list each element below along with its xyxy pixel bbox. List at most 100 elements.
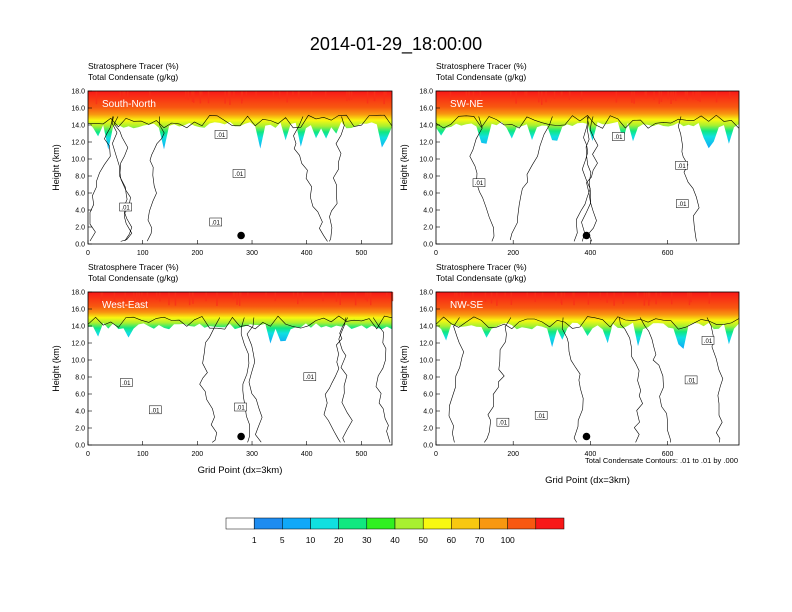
panel-title-tracer: Stratosphere Tracer (%)	[436, 61, 527, 71]
tracer-streak	[555, 292, 557, 300]
colorbar-label: 30	[362, 535, 372, 545]
tracer-streak	[671, 292, 673, 305]
tracer-streak	[479, 91, 482, 101]
contour-label-box	[234, 402, 247, 412]
tracer-streak	[580, 91, 583, 101]
tracer-streak	[187, 91, 189, 100]
tracer-streak	[496, 292, 498, 306]
tracer-streak	[685, 91, 687, 96]
tracer-streak	[286, 91, 288, 103]
tracer-streak	[122, 91, 124, 100]
contour-line	[199, 317, 221, 443]
x-tick-label: 400	[585, 451, 597, 458]
tracer-streak	[660, 91, 663, 102]
tracer-streak	[462, 292, 465, 300]
tracer-streak	[364, 292, 367, 300]
contour-line	[619, 317, 643, 443]
tracer-streak	[138, 292, 140, 304]
tracer-streak	[133, 292, 135, 304]
x-tick-label: 200	[507, 451, 519, 458]
tracer-streak	[686, 91, 688, 96]
tracer-streak	[247, 292, 249, 296]
tracer-streak	[655, 292, 657, 305]
y-tick-label: 16.0	[71, 106, 85, 113]
contour-label: .01	[687, 378, 696, 384]
x-axis-label: Grid Point (dx=3km)	[545, 475, 630, 486]
y-tick-label: 4.0	[423, 409, 433, 416]
colorbar-label: 60	[447, 535, 457, 545]
contour-line	[561, 317, 584, 443]
contour-label: .01	[151, 408, 160, 414]
contour-line	[573, 116, 591, 242]
tracer-streak	[613, 292, 615, 306]
tracer-streak	[456, 292, 458, 299]
tracer-streak	[245, 91, 248, 96]
contour-label-box	[119, 202, 132, 212]
tracer-streak	[606, 292, 608, 303]
x-tick-label: 600	[662, 451, 674, 458]
tracer-streak	[168, 292, 170, 306]
tracer-streak	[272, 91, 275, 97]
y-tick-label: 2.0	[75, 225, 85, 232]
tracer-streak	[391, 292, 394, 302]
colorbar-box	[422, 517, 452, 530]
x-tick-label: 400	[301, 250, 313, 257]
y-tick-label: 14.0	[419, 123, 433, 130]
x-tick-label: 0	[86, 451, 90, 458]
y-tick-label: 0.0	[75, 242, 85, 249]
x-tick-label: 100	[137, 250, 149, 257]
panel-south-north: Stratosphere Tracer (%)Total Condensate …	[51, 61, 393, 257]
y-tick-label: 14.0	[71, 324, 85, 331]
tracer-streak	[193, 91, 195, 103]
tracer-streak	[510, 91, 512, 99]
tracer-streak	[615, 91, 618, 103]
y-tick-label: 10.0	[71, 358, 85, 365]
tracer-streak	[472, 91, 475, 105]
tracer-streak	[346, 91, 348, 102]
tracer-streak	[366, 91, 369, 104]
colorbar-label: 20	[334, 535, 344, 545]
tracer-streak	[572, 292, 574, 299]
tracer-streak	[370, 292, 372, 306]
tracer-streak	[265, 292, 267, 299]
tracer-streak	[697, 91, 699, 101]
tracer-streak	[322, 292, 324, 302]
tracer-streak	[715, 91, 718, 103]
tracer-streak	[561, 292, 563, 305]
tracer-streak	[644, 91, 646, 96]
colorbar-box	[535, 517, 565, 530]
panel-label: South-North	[102, 99, 156, 110]
x-axis-label: Grid Point (dx=3km)	[198, 465, 283, 476]
tracer-streak	[541, 292, 544, 299]
tracer-streak	[633, 91, 635, 104]
contour-line	[89, 116, 114, 242]
contour-label: .01	[217, 133, 226, 139]
y-tick-label: 18.0	[71, 89, 85, 96]
tracer-field	[88, 292, 392, 344]
tracer-streak	[100, 292, 103, 304]
y-tick-label: 10.0	[71, 157, 85, 164]
tracer-streak	[159, 292, 161, 302]
tracer-streak	[207, 91, 210, 104]
tracer-streak	[238, 292, 241, 306]
tracer-streak	[383, 91, 385, 105]
x-tick-label: 200	[192, 451, 204, 458]
tracer-streak	[188, 292, 191, 306]
tracer-streak	[385, 91, 387, 96]
panels: Stratosphere Tracer (%)Total Condensate …	[51, 61, 740, 486]
y-tick-label: 8.0	[423, 375, 433, 382]
tracer-streak	[236, 292, 238, 305]
tracer-streak	[599, 292, 602, 300]
y-tick-label: 12.0	[419, 140, 433, 147]
tracer-streak	[229, 91, 231, 105]
plot-frame	[87, 291, 393, 446]
tracer-streak	[449, 91, 452, 101]
tracer-streak	[386, 292, 388, 297]
tracer-streak	[454, 292, 456, 302]
tracer-streak	[95, 91, 98, 105]
tracer-streak	[368, 292, 370, 298]
panel-label: West-East	[102, 300, 148, 311]
x-tick-label: 200	[192, 250, 204, 257]
contour-label-box	[612, 132, 625, 141]
colorbar-box	[366, 517, 396, 530]
